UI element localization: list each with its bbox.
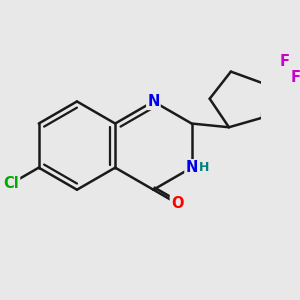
Text: Cl: Cl	[3, 176, 19, 191]
Text: H: H	[199, 161, 209, 174]
Text: F: F	[290, 70, 300, 85]
Text: N: N	[147, 94, 160, 109]
Text: F: F	[280, 54, 290, 69]
Text: N: N	[185, 160, 198, 175]
Text: O: O	[171, 196, 183, 211]
